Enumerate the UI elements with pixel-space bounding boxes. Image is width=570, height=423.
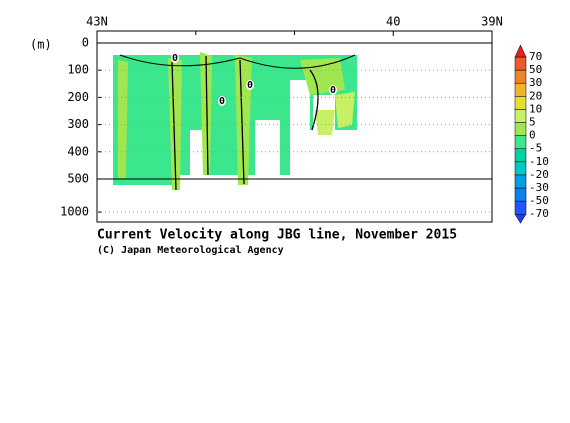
- colorbar-label: 50: [529, 63, 542, 76]
- colorbar-extend: [514, 213, 527, 224]
- colorbar-box: [514, 148, 527, 163]
- contour-label-bg: [218, 96, 226, 106]
- colorbar-label: 20: [529, 89, 542, 102]
- y-tick-label: 500: [67, 172, 89, 186]
- contour-label: 0: [247, 80, 253, 91]
- colorbar-label: -70: [529, 207, 549, 220]
- colorbar-box: [514, 109, 527, 123]
- colorbar-label: 70: [529, 50, 542, 63]
- colorbar-box: [514, 161, 527, 176]
- colorbar-box: [514, 69, 527, 84]
- colorbar-box: [514, 174, 527, 189]
- contour-label: 0: [219, 96, 225, 107]
- x-tick-label: 43N: [86, 15, 108, 29]
- colorbar-label: 0: [529, 129, 536, 142]
- contour-label: 0: [172, 53, 178, 64]
- y-tick-label: 400: [67, 144, 89, 158]
- colorbar-label: -20: [529, 168, 549, 181]
- colorbar-box: [514, 122, 527, 136]
- colorbar-label: 30: [529, 76, 542, 89]
- y-tick-label: 300: [67, 117, 89, 131]
- colorbar-label: 10: [529, 102, 542, 115]
- colorbar-label: 5: [529, 116, 536, 129]
- contour-label-bg: [171, 53, 179, 63]
- y-axis-label: (m): [30, 38, 52, 52]
- y-tick-label: 100: [67, 63, 89, 77]
- chart-title: Current Velocity along JBG line, Novembe…: [97, 228, 457, 243]
- credit: (C) Japan Meteorological Agency: [97, 244, 284, 256]
- contour-label-bg: [329, 85, 337, 95]
- colorbar-label: -10: [529, 155, 549, 168]
- colorbar-label: -50: [529, 194, 549, 207]
- velocity-field: [113, 52, 357, 191]
- colorbar-box: [514, 200, 527, 215]
- x-tick-label: 39N: [481, 15, 503, 29]
- colorbar-box: [514, 82, 527, 97]
- colorbar-label: -30: [529, 181, 549, 194]
- colorbar-label: -5: [529, 142, 542, 155]
- y-tick-label: 0: [82, 36, 89, 50]
- x-tick-label: 40: [386, 15, 400, 29]
- y-tick-label: 1000: [60, 205, 89, 219]
- colorbar-box: [514, 56, 527, 71]
- colorbar-box: [514, 135, 527, 149]
- colorbar-box: [514, 187, 527, 202]
- colorbar-extend: [514, 44, 527, 58]
- y-tick-label: 200: [67, 90, 89, 104]
- colorbar-box: [514, 96, 527, 110]
- contour-label: 0: [330, 85, 336, 96]
- contour-label-bg: [246, 80, 254, 90]
